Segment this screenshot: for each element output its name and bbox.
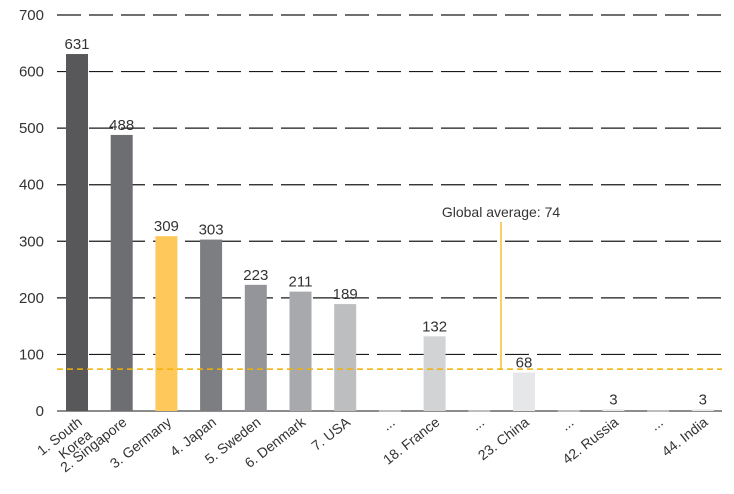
y-tick-label: 100 bbox=[19, 346, 44, 363]
average-label: Global average: 74 bbox=[442, 204, 561, 220]
bar-value-label: 303 bbox=[199, 222, 224, 239]
bar bbox=[334, 304, 357, 411]
category-label: 44. India bbox=[658, 414, 710, 460]
y-tick-label: 0 bbox=[36, 403, 44, 420]
bar-value-label: 488 bbox=[109, 117, 134, 134]
bar bbox=[423, 336, 446, 411]
bars: 631 488 309 303 223 211 189 132 68 3 3 bbox=[64, 36, 714, 412]
bar-value-label: 3 bbox=[699, 391, 707, 408]
category-label: 7. USA bbox=[308, 413, 353, 453]
bar bbox=[691, 409, 714, 411]
bar-value-label: 3 bbox=[609, 391, 617, 408]
bar bbox=[647, 410, 670, 412]
bar-value-label: 132 bbox=[422, 318, 447, 335]
bar-value-label: 68 bbox=[516, 355, 533, 372]
y-tick-label: 500 bbox=[19, 120, 44, 137]
bar bbox=[244, 284, 267, 411]
y-tick-label: 400 bbox=[19, 177, 44, 194]
bar bbox=[66, 54, 88, 411]
category-label: ... bbox=[647, 414, 666, 434]
y-tick-label: 600 bbox=[19, 64, 44, 81]
bar bbox=[602, 409, 625, 411]
bar bbox=[110, 134, 133, 411]
average-annotation: Global average: 74 bbox=[57, 204, 722, 370]
y-tick-label: 300 bbox=[19, 233, 44, 250]
y-tick-label: 700 bbox=[19, 7, 44, 24]
bar-value-label: 309 bbox=[154, 218, 179, 235]
category-label: 23. China bbox=[475, 414, 532, 464]
bar bbox=[155, 236, 178, 411]
bar bbox=[557, 410, 580, 412]
y-tick-label: 200 bbox=[19, 290, 44, 307]
bar-value-label: 631 bbox=[64, 36, 89, 53]
bar bbox=[513, 372, 535, 411]
bar bbox=[378, 410, 401, 412]
bar-value-label: 211 bbox=[289, 274, 313, 291]
y-axis: 0 100 200 300 400 500 600 700 bbox=[19, 7, 44, 420]
bar-value-label: 223 bbox=[243, 267, 268, 284]
bar bbox=[289, 291, 312, 411]
bar bbox=[200, 239, 223, 411]
category-label: ... bbox=[557, 414, 576, 434]
category-label: ... bbox=[379, 414, 398, 434]
category-label: ... bbox=[468, 414, 487, 434]
bar-value-label: 189 bbox=[333, 286, 358, 303]
bar bbox=[468, 410, 491, 412]
